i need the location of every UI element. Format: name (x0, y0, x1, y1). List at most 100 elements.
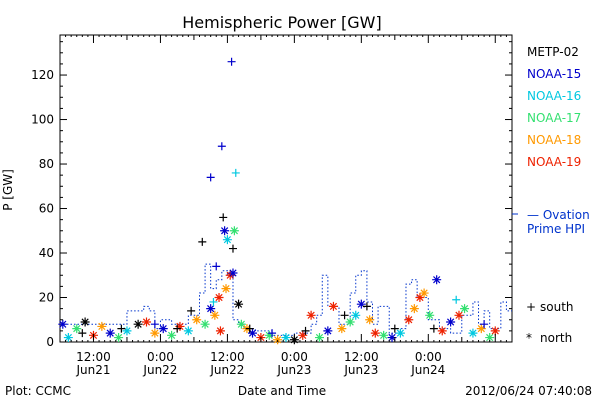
north-point (72, 324, 82, 334)
north-point (446, 317, 456, 327)
north-point (314, 333, 324, 343)
north-point (122, 326, 132, 336)
ovation-legend-label-line2: Prime HPI (527, 222, 585, 236)
north-point (114, 333, 124, 343)
north-point (236, 319, 246, 329)
north-point (415, 293, 425, 303)
south-point (187, 306, 196, 315)
y-tick-label: 80 (39, 157, 54, 171)
north-point (273, 335, 283, 345)
x-tick-label: 0:00 (415, 350, 442, 364)
north-point (351, 310, 361, 320)
south-point (206, 173, 215, 182)
north-point (306, 310, 316, 320)
north-point (234, 299, 244, 309)
x-tick-label: 12:00 (344, 350, 379, 364)
north-point (133, 319, 143, 329)
legend-entry: NOAA-18 (527, 133, 581, 147)
south-point (227, 57, 236, 66)
north-point (264, 330, 274, 340)
north-point (490, 326, 500, 336)
north-point (97, 321, 107, 331)
north-point (63, 333, 73, 343)
footer-source: Plot: CCMC (5, 384, 71, 398)
north-point (485, 333, 495, 343)
north-point (210, 310, 220, 320)
north-point (215, 326, 225, 336)
north-point (222, 235, 232, 245)
north-point (221, 284, 231, 294)
south-point (228, 244, 237, 253)
legend: METP-02 NOAA-15 NOAA-16 NOAA-17 NOAA-18 NOAA-… (527, 45, 581, 169)
south-point (452, 295, 461, 304)
x-tick-sublabel: Jun21 (75, 363, 110, 377)
y-axis-label: P [GW] (1, 169, 15, 211)
ovation-legend-label-line1: — Ovation (527, 208, 590, 222)
north-point (183, 326, 193, 336)
north-marker-label: north (540, 331, 572, 345)
south-point (78, 329, 87, 338)
north-point (365, 315, 375, 325)
y-tick-label: 20 (39, 291, 54, 305)
north-point (248, 328, 258, 338)
north-point (206, 304, 216, 314)
south-point (117, 324, 126, 333)
south-point (198, 237, 207, 246)
north-point (425, 310, 435, 320)
north-point (105, 328, 115, 338)
south-point (150, 320, 159, 329)
legend-entry: NOAA-16 (527, 89, 581, 103)
north-point (345, 317, 355, 327)
north-point (80, 317, 90, 327)
north-point (200, 319, 210, 329)
north-point (476, 324, 486, 334)
south-point (390, 324, 399, 333)
south-point (429, 324, 438, 333)
north-point (192, 315, 202, 325)
north-point (419, 288, 429, 298)
x-tick-label: 0:00 (147, 350, 174, 364)
footer-timestamp: 2012/06/24 07:40:08 (465, 384, 592, 398)
north-point (158, 324, 168, 334)
x-tick-label: 0:00 (281, 350, 308, 364)
y-tick-label: 0 (46, 335, 54, 349)
north-point (141, 317, 151, 327)
south-point (217, 142, 226, 151)
north-marker-symbol: * (526, 331, 532, 345)
x-axis-label: Date and Time (238, 384, 326, 398)
legend-entry: NOAA-17 (527, 111, 581, 125)
north-point (409, 304, 419, 314)
north-point (220, 226, 230, 236)
north-point (468, 328, 478, 338)
north-point (337, 324, 347, 334)
legend-entry: NOAA-19 (527, 155, 581, 169)
plot-frame (59, 34, 513, 343)
north-point (281, 333, 291, 343)
south-point (173, 324, 182, 333)
x-tick-sublabel: Jun22 (142, 363, 177, 377)
north-point (460, 304, 470, 314)
legend-entry: METP-02 (527, 45, 579, 59)
south-point (231, 168, 240, 177)
north-point (214, 293, 224, 303)
satellite-points (58, 57, 500, 345)
north-point (167, 330, 177, 340)
x-tick-sublabel: Jun24 (410, 363, 445, 377)
x-tick-sublabel: Jun22 (209, 363, 244, 377)
south-point (209, 297, 218, 306)
north-point (395, 328, 405, 338)
south-point (340, 311, 349, 320)
south-point (301, 326, 310, 335)
north-point (228, 268, 238, 278)
south-point (268, 329, 277, 338)
north-point (404, 315, 414, 325)
north-point (432, 275, 442, 285)
north-point (229, 226, 239, 236)
x-tick-sublabel: Jun23 (343, 363, 378, 377)
north-point (175, 321, 185, 331)
x-tick-sublabel: Jun23 (276, 363, 311, 377)
ovation-step-line (60, 263, 512, 336)
south-point (219, 213, 228, 222)
north-point (379, 330, 389, 340)
